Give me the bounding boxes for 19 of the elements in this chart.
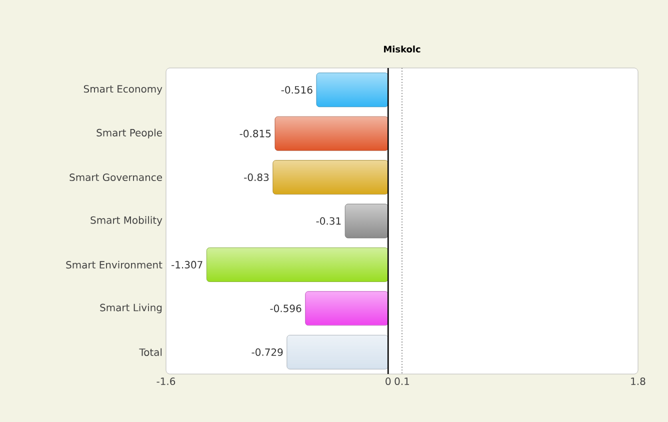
y-tick-label: Smart Environment bbox=[66, 260, 162, 269]
chart-title: Miskolc bbox=[384, 46, 420, 52]
x-tick-label: 1.8 bbox=[631, 378, 646, 386]
data-label: -1.307 bbox=[172, 260, 202, 268]
data-label: -0.516 bbox=[281, 86, 312, 94]
y-tick-label: Smart People bbox=[96, 128, 162, 138]
y-tick-label: Smart Mobility bbox=[90, 216, 162, 226]
x-tick-label: 0.1 bbox=[394, 378, 410, 386]
x-tick-label: 0 bbox=[386, 378, 391, 386]
data-label: -0.815 bbox=[240, 130, 271, 138]
data-label: -0.83 bbox=[244, 174, 269, 182]
y-tick-label: Total bbox=[139, 348, 162, 356]
y-tick-label: Smart Economy bbox=[84, 85, 162, 95]
y-tick-label: Smart Living bbox=[100, 304, 162, 314]
y-tick-label: Smart Governance bbox=[70, 174, 162, 182]
x-tick-label: -1.6 bbox=[156, 378, 176, 386]
data-label: -0.31 bbox=[316, 217, 341, 225]
data-label: -0.596 bbox=[270, 304, 302, 312]
data-label: -0.729 bbox=[252, 348, 283, 356]
